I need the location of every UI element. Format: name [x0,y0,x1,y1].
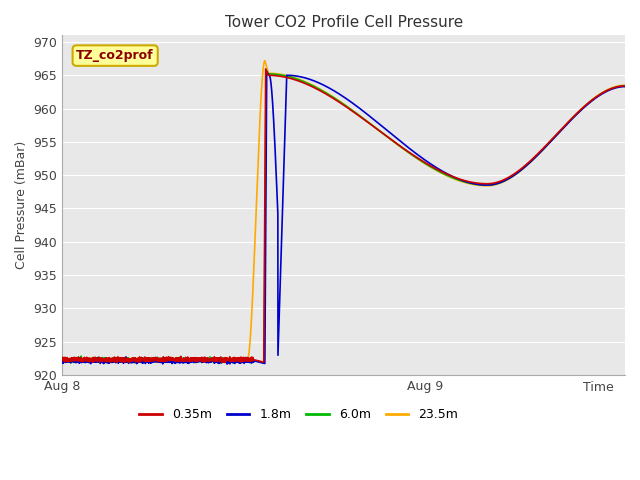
Text: Time: Time [583,382,614,395]
Legend: 0.35m, 1.8m, 6.0m, 23.5m: 0.35m, 1.8m, 6.0m, 23.5m [134,403,463,426]
Title: Tower CO2 Profile Cell Pressure: Tower CO2 Profile Cell Pressure [225,15,463,30]
Text: TZ_co2prof: TZ_co2prof [76,49,154,62]
Y-axis label: Cell Pressure (mBar): Cell Pressure (mBar) [15,141,28,269]
